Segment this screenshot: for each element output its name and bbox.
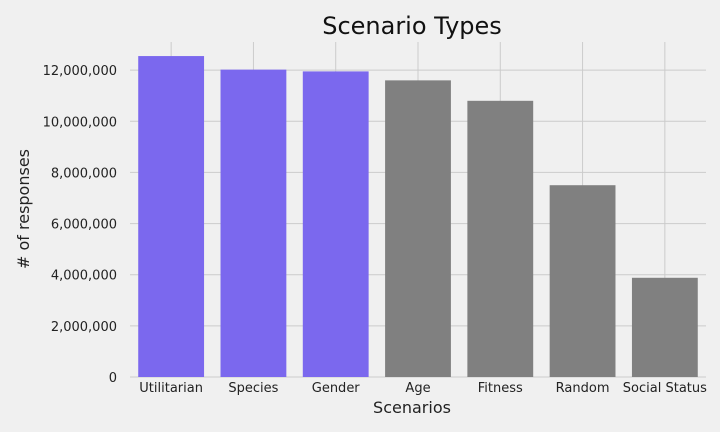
bar-species [220,69,287,378]
x-tick-label: Species [228,381,278,396]
bar-age [385,80,451,378]
x-tick-label: Utilitarian [139,381,203,396]
x-axis-label: Scenarios [373,398,451,417]
y-tick-label: 12,000,000 [43,64,117,79]
y-tick-label: 4,000,000 [51,269,117,284]
y-tick-label: 2,000,000 [51,320,117,335]
y-tick-label: 10,000,000 [43,115,117,130]
y-tick-label: 8,000,000 [51,166,117,181]
x-tick-label: Gender [312,381,361,396]
chart-title: Scenario Types [322,12,502,40]
x-tick-label: Fitness [478,381,523,396]
bar-random [549,185,616,377]
y-tick-labels: 0 2,000,000 4,000,000 6,000,000 8,000,000 10,… [43,64,117,386]
x-tick-label: Random [556,381,610,396]
y-tick-label: 0 [109,371,117,386]
x-tick-label: Social Status [623,381,707,396]
x-tick-label: Age [405,381,430,396]
bar-utilitarian [138,56,205,378]
y-axis-label: # of responses [14,149,33,269]
y-tick-label: 6,000,000 [51,218,117,233]
x-tick-labels: Utilitarian Species Gender Age Fitness Random… [139,381,707,396]
bar-social-status [631,277,698,377]
bar-fitness [467,100,534,377]
bars-group [138,56,698,378]
bar-gender [302,71,369,378]
